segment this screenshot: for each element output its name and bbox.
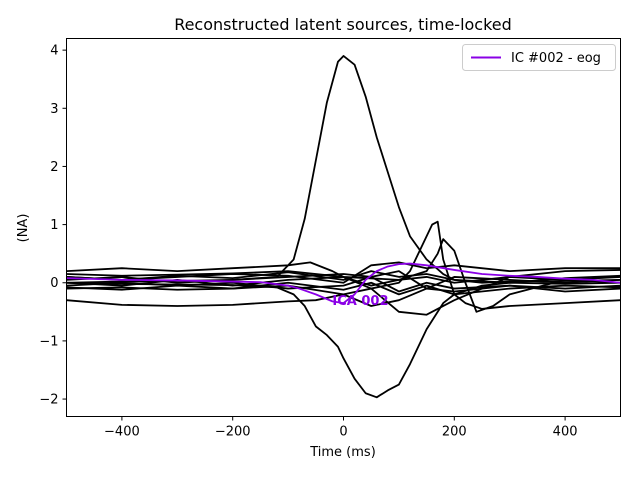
x-tick-label: −400 (104, 425, 140, 440)
series-line-1 (66, 55, 621, 284)
y-axis-label: (NA) (16, 214, 31, 243)
legend-box (462, 44, 616, 71)
annotation-label: ICA 002 (332, 294, 388, 309)
series-line-6 (66, 261, 621, 284)
series-layer (66, 55, 621, 399)
x-tick-label: 400 (553, 425, 578, 440)
series-line-12 (66, 281, 621, 296)
y-tick-label: 2 (50, 160, 58, 175)
y-tick-label: 0 (50, 276, 58, 291)
ticks-layer: −400 −200 0 200 400 −2 −1 0 1 2 3 4 (39, 44, 577, 440)
series-line-4 (66, 238, 621, 313)
y-tick-label: −1 (39, 334, 58, 349)
chart-title: Reconstructed latent sources, time-locke… (174, 15, 512, 34)
legend: IC #002 - eog (462, 44, 616, 71)
x-tick-label: 0 (339, 425, 347, 440)
series-line-3 (66, 220, 621, 310)
x-tick-label: 200 (442, 425, 467, 440)
annotation-layer: ICA 002 (332, 294, 388, 309)
y-tick-label: 3 (50, 102, 58, 117)
y-tick-label: 1 (50, 218, 58, 233)
y-tick-label: −2 (39, 393, 58, 408)
series-line-ic-002 (66, 262, 621, 304)
series-line-11 (66, 270, 621, 284)
y-tick-label: 4 (50, 44, 58, 59)
x-axis-label: Time (ms) (309, 445, 376, 460)
legend-label: IC #002 - eog (511, 51, 601, 66)
x-tick-label: −200 (215, 425, 251, 440)
